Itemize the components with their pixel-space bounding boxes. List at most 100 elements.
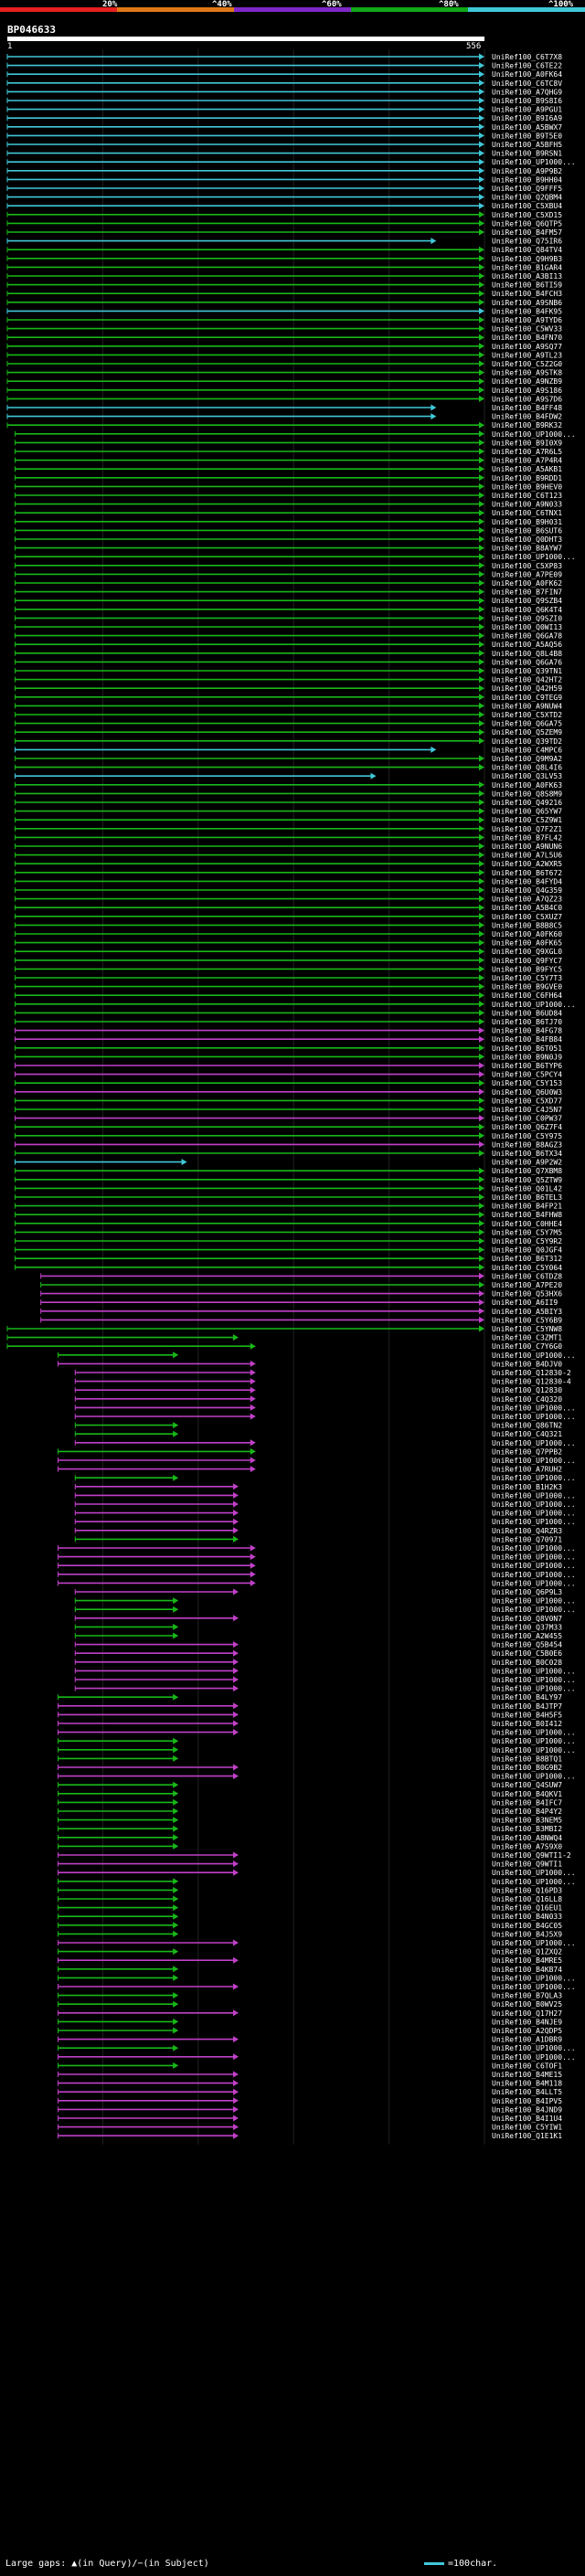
hit-label[interactable]: UniRef100_UP1000... bbox=[492, 1562, 576, 1570]
hit-label[interactable]: UniRef100_C6TDZ8 bbox=[492, 1272, 562, 1280]
hit-label[interactable]: UniRef100_Q6K4T4 bbox=[492, 606, 562, 614]
hit-label[interactable]: UniRef100_Q9FYC7 bbox=[492, 957, 562, 965]
hit-label[interactable]: UniRef100_C5Z9W1 bbox=[492, 816, 562, 824]
hit-label[interactable]: UniRef100_C7Y6G0 bbox=[492, 1342, 562, 1351]
hit-label[interactable]: UniRef100_C5Y7T3 bbox=[492, 974, 562, 982]
hit-label[interactable]: UniRef100_Q70971 bbox=[492, 1535, 562, 1543]
hit-label[interactable]: UniRef100_Q75IR6 bbox=[492, 238, 562, 246]
hit-label[interactable]: UniRef100_Q6GA78 bbox=[492, 632, 562, 641]
hit-label[interactable]: UniRef100_Q12830 bbox=[492, 1386, 562, 1394]
hit-label[interactable]: UniRef100_A0FK63 bbox=[492, 781, 562, 790]
hit-label[interactable]: UniRef100_C4J5N7 bbox=[492, 1106, 562, 1114]
hit-label[interactable]: UniRef100_B9I6A9 bbox=[492, 114, 562, 122]
hit-label[interactable]: UniRef100_B4DJV0 bbox=[492, 1360, 562, 1368]
hit-label[interactable]: UniRef100_B4J5X9 bbox=[492, 1930, 562, 1938]
hit-label[interactable]: UniRef100_B9HEV0 bbox=[492, 482, 562, 491]
hit-label[interactable]: UniRef100_A0FK62 bbox=[492, 579, 562, 588]
hit-label[interactable]: UniRef100_Q1ZXQ2 bbox=[492, 1948, 562, 1956]
hit-label[interactable]: UniRef100_B0G9B2 bbox=[492, 1764, 562, 1772]
hit-label[interactable]: UniRef100_B7FL42 bbox=[492, 833, 562, 842]
hit-label[interactable]: UniRef100_A7S9X0 bbox=[492, 1842, 562, 1850]
hit-label[interactable]: UniRef100_UP1000... bbox=[492, 1729, 576, 1737]
hit-label[interactable]: UniRef100_C6TOF1 bbox=[492, 2062, 562, 2070]
hit-label[interactable]: UniRef100_B8AYW7 bbox=[492, 545, 562, 553]
hit-label[interactable]: UniRef100_Q42HT2 bbox=[492, 676, 562, 684]
hit-label[interactable]: UniRef100_A7R6L5 bbox=[492, 448, 562, 456]
hit-label[interactable]: UniRef100_A0FK60 bbox=[492, 930, 562, 938]
hit-label[interactable]: UniRef100_A9STK8 bbox=[492, 369, 562, 377]
hit-label[interactable]: UniRef100_Q8S8M9 bbox=[492, 790, 562, 798]
hit-label[interactable]: UniRef100_Q42H59 bbox=[492, 684, 562, 693]
hit-label[interactable]: UniRef100_A5BIY3 bbox=[492, 1308, 562, 1316]
hit-label[interactable]: UniRef100_UP1000... bbox=[492, 1983, 576, 1991]
hit-label[interactable]: UniRef100_Q0JGF4 bbox=[492, 1246, 562, 1255]
hit-label[interactable]: UniRef100_Q9M9A2 bbox=[492, 755, 562, 763]
hit-label[interactable]: UniRef100_C5XTD2 bbox=[492, 711, 562, 719]
hit-label[interactable]: UniRef100_UP1000... bbox=[492, 1491, 576, 1500]
hit-label[interactable]: UniRef100_A5BWX7 bbox=[492, 123, 562, 132]
hit-label[interactable]: UniRef100_Q4RZR3 bbox=[492, 1527, 562, 1535]
hit-label[interactable]: UniRef100_Q5ZTW9 bbox=[492, 1176, 562, 1184]
hit-label[interactable]: UniRef100_B9N0J9 bbox=[492, 1053, 562, 1061]
hit-label[interactable]: UniRef100_C5WV33 bbox=[492, 325, 562, 334]
hit-label[interactable]: UniRef100_A9P2W2 bbox=[492, 1159, 562, 1167]
hit-label[interactable]: UniRef100_B4FN70 bbox=[492, 334, 562, 342]
hit-label[interactable]: UniRef100_Q12830-4 bbox=[492, 1378, 571, 1386]
hit-label[interactable]: UniRef100_B4FM57 bbox=[492, 228, 562, 237]
hit-label[interactable]: UniRef100_B9I0X9 bbox=[492, 439, 562, 447]
hit-label[interactable]: UniRef100_C5Y7M5 bbox=[492, 1228, 562, 1236]
hit-label[interactable]: UniRef100_B4LLT5 bbox=[492, 2088, 562, 2096]
hit-label[interactable]: UniRef100_C6T123 bbox=[492, 492, 562, 500]
hit-label[interactable]: UniRef100_B4FP21 bbox=[492, 1203, 562, 1211]
hit-label[interactable]: UniRef100_B9GVE0 bbox=[492, 983, 562, 991]
hit-label[interactable]: UniRef100_B4GC05 bbox=[492, 1922, 562, 1930]
hit-label[interactable]: UniRef100_B4FHW8 bbox=[492, 1211, 562, 1219]
hit-label[interactable]: UniRef100_UP1000... bbox=[492, 1413, 576, 1421]
hit-label[interactable]: UniRef100_Q7XBM8 bbox=[492, 1167, 562, 1175]
hit-label[interactable]: UniRef100_UP1000... bbox=[492, 1869, 576, 1877]
hit-label[interactable]: UniRef100_Q2QBM4 bbox=[492, 194, 562, 202]
hit-label[interactable]: UniRef100_C6TE22 bbox=[492, 62, 562, 70]
hit-label[interactable]: UniRef100_A9SQ77 bbox=[492, 343, 562, 351]
hit-label[interactable]: UniRef100_A3BI13 bbox=[492, 272, 562, 281]
hit-label[interactable]: UniRef100_UP1000... bbox=[492, 1939, 576, 1947]
hit-label[interactable]: UniRef100_B6TX34 bbox=[492, 1150, 562, 1158]
hit-label[interactable]: UniRef100_Q8L4B8 bbox=[492, 650, 562, 658]
hit-label[interactable]: UniRef100_A9SNB6 bbox=[492, 299, 562, 307]
hit-label[interactable]: UniRef100_UP1000... bbox=[492, 1773, 576, 1781]
hit-label[interactable]: UniRef100_UP1000... bbox=[492, 1518, 576, 1526]
hit-label[interactable]: UniRef100_C4Q321 bbox=[492, 1430, 562, 1438]
hit-label[interactable]: UniRef100_B4I1U4 bbox=[492, 2115, 562, 2123]
hit-label[interactable]: UniRef100_Q16LL8 bbox=[492, 1895, 562, 1903]
hit-label[interactable]: UniRef100_UP1000... bbox=[492, 1676, 576, 1684]
hit-label[interactable]: UniRef100_B3NEM5 bbox=[492, 1817, 562, 1825]
hit-label[interactable]: UniRef100_UP1000... bbox=[492, 1667, 576, 1675]
hit-label[interactable]: UniRef100_B7FIN7 bbox=[492, 588, 562, 597]
hit-label[interactable]: UniRef100_C5XP83 bbox=[492, 562, 562, 570]
hit-label[interactable]: UniRef100_B4FF48 bbox=[492, 404, 562, 412]
hit-label[interactable]: UniRef100_B6TJ70 bbox=[492, 1018, 562, 1026]
hit-label[interactable]: UniRef100_B9T5E0 bbox=[492, 132, 562, 140]
hit-label[interactable]: UniRef100_A7L5U6 bbox=[492, 852, 562, 860]
hit-label[interactable]: UniRef100_C3ZMT1 bbox=[492, 1334, 562, 1342]
hit-label[interactable]: UniRef100_A7PE09 bbox=[492, 570, 562, 578]
hit-label[interactable]: UniRef100_B6T051 bbox=[492, 1044, 562, 1053]
hit-label[interactable]: UniRef100_Q4G359 bbox=[492, 886, 562, 895]
hit-label[interactable]: UniRef100_B0C028 bbox=[492, 1659, 562, 1667]
hit-label[interactable]: UniRef100_Q7F2Z1 bbox=[492, 825, 562, 833]
hit-label[interactable]: UniRef100_Q7PPB2 bbox=[492, 1447, 562, 1456]
hit-label[interactable]: UniRef100_B6T672 bbox=[492, 869, 562, 877]
hit-label[interactable]: UniRef100_C6TNX1 bbox=[492, 509, 562, 517]
hit-label[interactable]: UniRef100_B4JTP7 bbox=[492, 1702, 562, 1711]
hit-label[interactable]: UniRef100_B8BTQ1 bbox=[492, 1754, 562, 1763]
hit-label[interactable]: UniRef100_A5BFH5 bbox=[492, 141, 562, 149]
hit-label[interactable]: UniRef100_B9FYC5 bbox=[492, 965, 562, 973]
hit-label[interactable]: UniRef100_A9TYD6 bbox=[492, 316, 562, 324]
hit-label[interactable]: UniRef100_A7RUH2 bbox=[492, 1466, 562, 1474]
hit-label[interactable]: UniRef100_B9S8I6 bbox=[492, 97, 562, 105]
hit-label[interactable]: UniRef100_UP1000... bbox=[492, 2053, 576, 2062]
hit-label[interactable]: UniRef100_B4FCH3 bbox=[492, 290, 562, 298]
hit-label[interactable]: UniRef100_Q6P9L3 bbox=[492, 1588, 562, 1596]
hit-label[interactable]: UniRef100_B4H5F5 bbox=[492, 1711, 562, 1719]
hit-label[interactable]: UniRef100_UP1000... bbox=[492, 158, 576, 166]
